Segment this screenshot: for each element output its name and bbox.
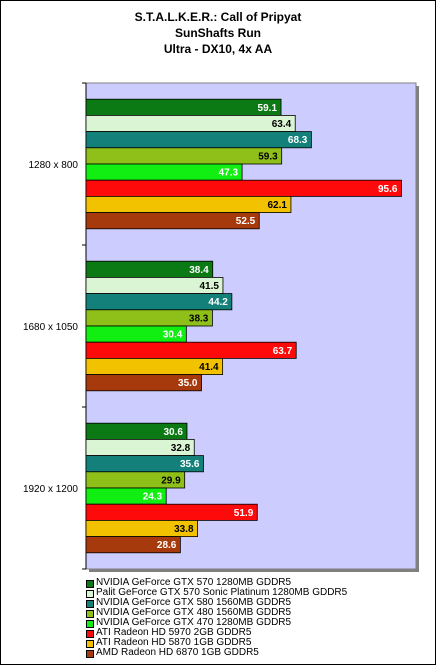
legend-item: Palit GeForce GTX 570 Sonic Platinum 128… [86, 588, 426, 598]
bar-value-label: 47.3 [219, 168, 239, 179]
bar [85, 147, 283, 165]
legend-label: NVIDIA GeForce GTX 480 1560MB GDDR5 [96, 607, 292, 618]
bar-value-label: 29.9 [161, 475, 181, 486]
bar-value-label: 59.3 [258, 151, 278, 162]
legend-swatch [86, 580, 94, 588]
legend-swatch [86, 600, 94, 608]
legend-item: ATI Radeon HD 5870 1GB GDDR5 [86, 638, 426, 648]
chart-subtitle-settings: Ultra - DX10, 4x AA [163, 42, 273, 56]
legend-label: NVIDIA GeForce GTX 470 1280MB GDDR5 [96, 617, 292, 628]
legend-item: NVIDIA GeForce GTX 570 1280MB GDDR5 [86, 578, 426, 588]
legend-swatch [86, 610, 94, 618]
legend-label: Palit GeForce GTX 570 Sonic Platinum 128… [96, 587, 348, 598]
bar [85, 212, 260, 230]
legend-swatch [86, 630, 94, 638]
bar-value-label: 30.6 [164, 427, 184, 438]
category-label: 1680 x 1050 [23, 322, 78, 333]
bar-value-label: 95.6 [378, 184, 398, 195]
legend-label: ATI Radeon HD 5870 1GB GDDR5 [96, 637, 252, 648]
chart-subtitle: SunShafts Run [175, 26, 261, 40]
bar [85, 503, 258, 521]
bar [85, 179, 402, 197]
bar-value-label: 30.4 [163, 330, 183, 341]
bar [85, 536, 181, 554]
bar-value-label: 52.5 [236, 216, 256, 227]
legend-swatch [86, 650, 94, 658]
legend-item: NVIDIA GeForce GTX 480 1560MB GDDR5 [86, 608, 426, 618]
category-label: 1280 x 800 [29, 160, 79, 171]
bar-value-label: 44.2 [208, 297, 228, 308]
bar [85, 374, 202, 392]
bar-value-label: 59.1 [258, 103, 278, 114]
bar-value-label: 38.3 [189, 313, 209, 324]
legend-item: NVIDIA GeForce GTX 580 1560MB GDDR5 [86, 598, 426, 608]
legend-label: AMD Radeon HD 6870 1GB GDDR5 [96, 647, 259, 658]
bar [85, 98, 282, 116]
bar-value-label: 32.8 [171, 443, 191, 454]
bar [85, 115, 296, 133]
legend-label: NVIDIA GeForce GTX 580 1560MB GDDR5 [96, 597, 292, 608]
chart-legend: NVIDIA GeForce GTX 570 1280MB GDDR5 Palit… [86, 578, 426, 658]
legend-swatch [86, 640, 94, 648]
legend-label: NVIDIA GeForce GTX 570 1280MB GDDR5 [96, 577, 292, 588]
legend-item: NVIDIA GeForce GTX 470 1280MB GDDR5 [86, 618, 426, 628]
bar-value-label: 28.6 [157, 540, 177, 551]
bar [85, 341, 297, 359]
bar-value-label: 41.5 [199, 281, 219, 292]
bar-value-label: 63.7 [273, 346, 293, 357]
bar-value-label: 38.4 [189, 265, 209, 276]
bar-value-label: 62.1 [267, 200, 287, 211]
bar [85, 195, 292, 213]
legend-swatch [86, 620, 94, 628]
category-label: 1920 x 1200 [23, 484, 78, 495]
bar-value-label: 51.9 [234, 508, 254, 519]
legend-label: ATI Radeon HD 5970 2GB GDDR5 [96, 627, 252, 638]
legend-item: AMD Radeon HD 6870 1GB GDDR5 [86, 648, 426, 658]
bar-value-label: 63.4 [272, 119, 292, 130]
bar [85, 131, 312, 149]
legend-item: ATI Radeon HD 5970 2GB GDDR5 [86, 628, 426, 638]
chart-title: S.T.A.L.K.E.R.: Call of Pripyat [134, 10, 302, 24]
bar-value-label: 33.8 [174, 524, 194, 535]
bar-value-label: 24.3 [143, 492, 163, 503]
legend-swatch [86, 590, 94, 598]
bar-value-label: 68.3 [288, 135, 308, 146]
bar-value-label: 41.4 [199, 362, 219, 373]
bar-value-label: 35.6 [180, 459, 200, 470]
bar-value-label: 35.0 [178, 378, 198, 389]
